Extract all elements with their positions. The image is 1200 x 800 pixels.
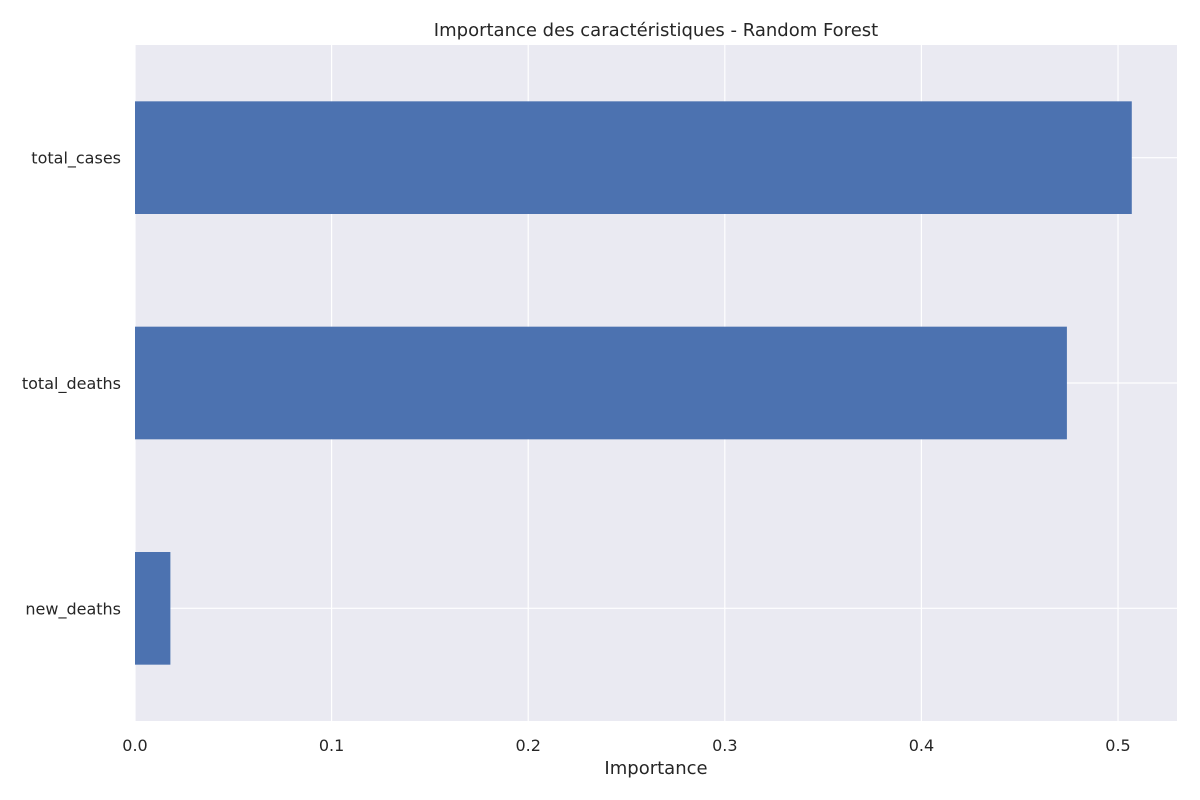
y-tick-label-new_deaths: new_deaths: [25, 599, 121, 619]
y-tick-label-total_deaths: total_deaths: [22, 374, 121, 394]
bar-new_deaths: [135, 552, 171, 665]
bar-total_deaths: [135, 326, 1067, 440]
x-tick-label-3: 0.3: [712, 736, 737, 755]
bar-total_cases: [135, 101, 1132, 214]
bar-layer: [135, 101, 1132, 665]
chart-title: Importance des caractéristiques - Random…: [434, 20, 878, 41]
x-axis-label: Importance: [604, 758, 707, 779]
y-tick-label-total_cases: total_cases: [31, 149, 121, 169]
x-tick-label-0: 0.0: [122, 736, 147, 755]
x-tick-label-1: 0.1: [319, 736, 344, 755]
x-tick-label-5: 0.5: [1105, 736, 1130, 755]
x-tick-label-4: 0.4: [909, 736, 934, 755]
y-tick-labels: new_deaths total_deaths total_cases: [22, 149, 121, 620]
x-tick-labels: 0.0 0.1 0.2 0.3 0.4 0.5: [122, 736, 1130, 755]
x-tick-label-2: 0.2: [515, 736, 540, 755]
